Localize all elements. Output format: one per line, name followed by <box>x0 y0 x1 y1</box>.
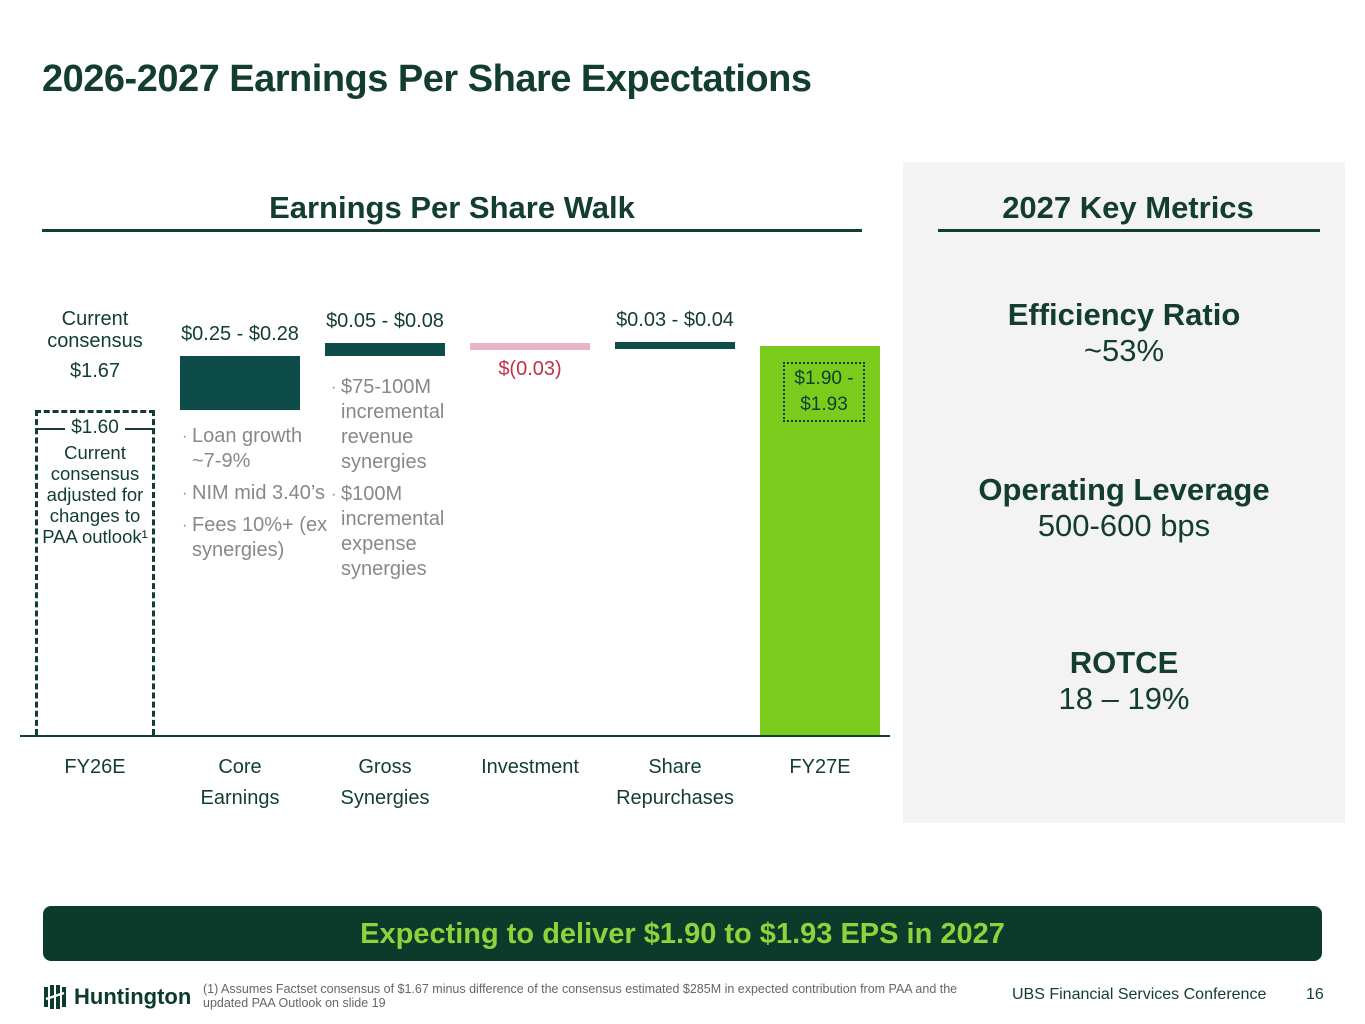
page-number: 16 <box>1306 986 1324 1003</box>
category-label: Core <box>218 756 262 778</box>
x-axis-line <box>20 735 890 737</box>
heading-divider <box>938 229 1320 232</box>
metric-value: 500-600 bps <box>1037 508 1211 543</box>
key-metrics-heading: 2027 Key Metrics <box>1002 190 1254 225</box>
core-earnings-bullets: Loan growth ~7-9% NIM mid 3.40’s Fees 10… <box>182 424 332 563</box>
bar-core-earnings <box>180 356 300 411</box>
data-label: $0.03 - $0.04 <box>616 309 734 332</box>
footnote: (1) Assumes Factset consensus of $1.67 m… <box>203 982 958 1010</box>
bar-fy26e-dashed <box>35 410 155 735</box>
bar-share-repurchases <box>615 342 735 350</box>
category-label: FY26E <box>64 756 126 778</box>
metric-name: Efficiency Ratio <box>1007 297 1241 332</box>
category-label: FY27E <box>789 756 851 778</box>
category-label: Repurchases <box>616 787 734 809</box>
metric-value: 18 – 19% <box>1058 681 1190 716</box>
data-label: $1.90 - $1.93 <box>783 362 865 423</box>
category-label: Investment <box>481 756 579 778</box>
data-label: $0.25 - $0.28 <box>181 323 299 346</box>
consensus-label: Current consensus <box>47 308 143 352</box>
category-label: Earnings <box>200 787 280 809</box>
data-label: $(0.03) <box>498 358 562 381</box>
conference-name: UBS Financial Services Conference <box>1012 986 1267 1003</box>
bullet: $100M incremental expense synergies <box>331 482 466 582</box>
huntington-logo: Huntington <box>42 984 191 1010</box>
bar-fy27e <box>760 346 880 735</box>
bullet: NIM mid 3.40’s <box>182 481 332 506</box>
bar-gross-synergies <box>325 343 445 357</box>
summary-banner: Expecting to deliver $1.90 to $1.93 EPS … <box>43 906 1322 961</box>
adjusted-consensus-note: Current consensus adjusted for changes t… <box>42 442 148 547</box>
data-label: $0.05 - $0.08 <box>326 310 444 333</box>
metric-value: ~53% <box>1083 333 1165 368</box>
category-label: Gross <box>358 756 412 778</box>
category-label: Synergies <box>340 787 430 809</box>
data-label: $1.60 <box>65 417 125 440</box>
metric-efficiency-ratio: Efficiency Ratio ~53% <box>903 297 1345 369</box>
metric-operating-leverage: Operating Leverage 500-600 bps <box>903 472 1345 544</box>
category-label: Share <box>648 756 702 778</box>
metric-name: ROTCE <box>1069 645 1179 680</box>
synergy-bullets: $75-100M incremental revenue synergies $… <box>331 375 466 582</box>
consensus-value: $1.67 <box>69 360 121 382</box>
heading-divider <box>42 229 862 232</box>
bullet: Loan growth ~7-9% <box>182 424 332 474</box>
metric-rotce: ROTCE 18 – 19% <box>903 645 1345 717</box>
key-metrics-panel <box>903 162 1345 823</box>
logo-text: Huntington <box>74 984 192 1009</box>
page-title: 2026-2027 Earnings Per Share Expectation… <box>42 58 812 100</box>
eps-walk-heading: Earnings Per Share Walk <box>269 190 635 225</box>
bullet: $75-100M incremental revenue synergies <box>331 375 466 475</box>
bar-investment <box>470 343 590 351</box>
logo-icon <box>44 985 66 1009</box>
metric-name: Operating Leverage <box>978 472 1270 507</box>
bullet: Fees 10%+ (ex synergies) <box>182 513 332 563</box>
